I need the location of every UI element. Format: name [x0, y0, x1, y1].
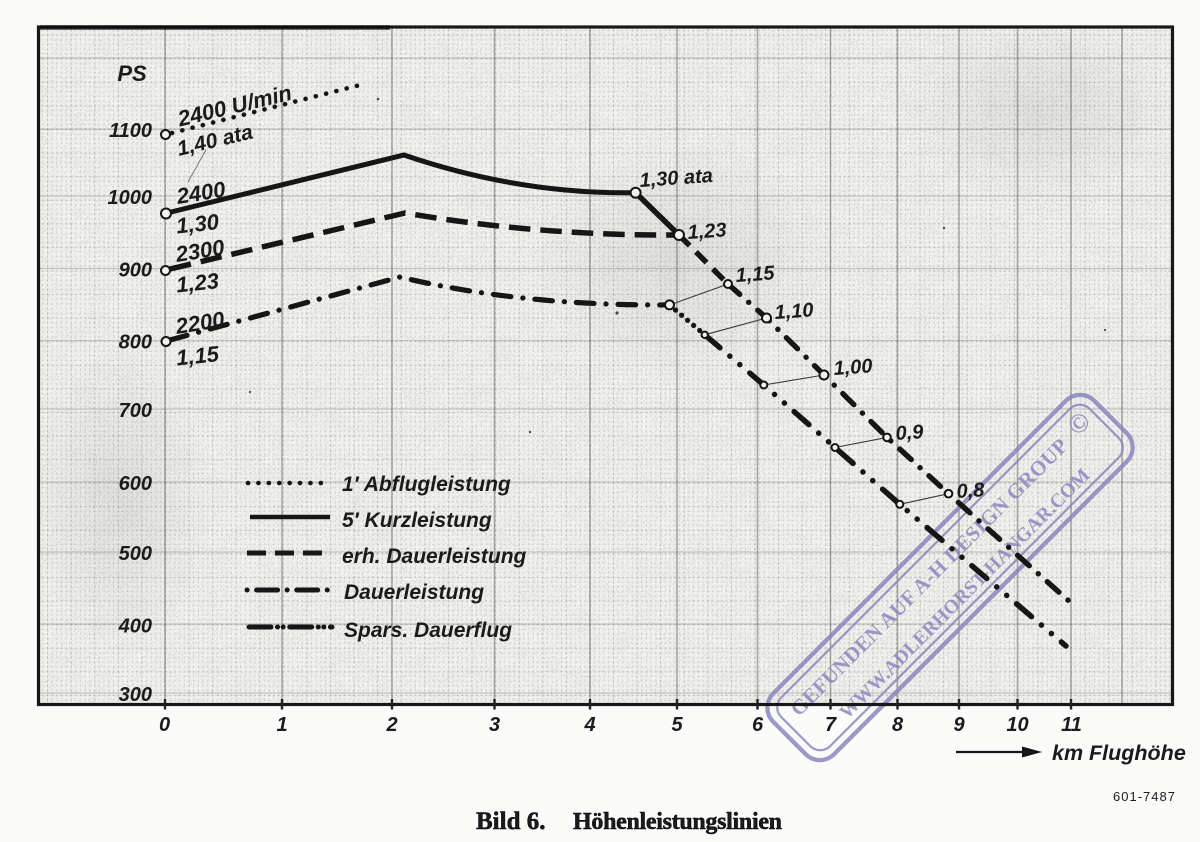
svg-text:400: 400: [118, 616, 152, 638]
svg-text:7: 7: [825, 714, 837, 736]
svg-text:601-7487: 601-7487: [1113, 789, 1176, 804]
svg-text:700: 700: [119, 400, 152, 422]
svg-text:1100: 1100: [109, 120, 152, 142]
svg-text:5: 5: [671, 714, 683, 736]
svg-text:0,9: 0,9: [895, 421, 925, 445]
svg-text:1,15: 1,15: [175, 341, 221, 370]
svg-text:1,30 ata: 1,30 ata: [639, 165, 714, 192]
svg-text:11: 11: [1061, 714, 1082, 736]
svg-text:Dauerleistung: Dauerleistung: [344, 581, 484, 604]
svg-text:1,15: 1,15: [735, 262, 776, 287]
svg-text:300: 300: [119, 684, 152, 706]
svg-text:erh. Dauerleistung: erh. Dauerleistung: [342, 545, 527, 568]
svg-text:0,8: 0,8: [956, 479, 986, 503]
svg-text:km Flughöhe: km Flughöhe: [1052, 741, 1186, 765]
svg-text:Spars. Dauerflug: Spars. Dauerflug: [344, 619, 512, 642]
svg-text:6: 6: [752, 714, 764, 736]
svg-text:1: 1: [276, 714, 287, 736]
svg-text:0: 0: [159, 714, 170, 736]
svg-text:9: 9: [953, 714, 965, 736]
svg-text:4: 4: [583, 714, 595, 736]
svg-text:1,23: 1,23: [687, 219, 727, 244]
svg-text:10: 10: [1006, 714, 1028, 736]
svg-text:1,10: 1,10: [774, 299, 814, 324]
svg-text:500: 500: [119, 543, 152, 565]
svg-text:2: 2: [385, 714, 397, 736]
svg-text:1,30: 1,30: [175, 209, 221, 238]
svg-text:800: 800: [119, 332, 152, 354]
svg-text:900: 900: [119, 260, 152, 282]
svg-text:3: 3: [489, 714, 500, 736]
svg-text:1,00: 1,00: [833, 355, 873, 380]
svg-text:1000: 1000: [108, 187, 153, 209]
svg-text:600: 600: [119, 473, 152, 495]
svg-text:1′ Abflugleistung: 1′ Abflugleistung: [342, 473, 511, 496]
svg-text:1,23: 1,23: [175, 268, 220, 297]
svg-text:5′ Kurzleistung: 5′ Kurzleistung: [342, 509, 492, 532]
svg-text:Höhenleistungslinien: Höhenleistungslinien: [573, 809, 782, 835]
svg-text:PS: PS: [117, 61, 147, 86]
svg-text:8: 8: [892, 714, 904, 736]
svg-text:Bild 6.: Bild 6.: [476, 808, 545, 835]
